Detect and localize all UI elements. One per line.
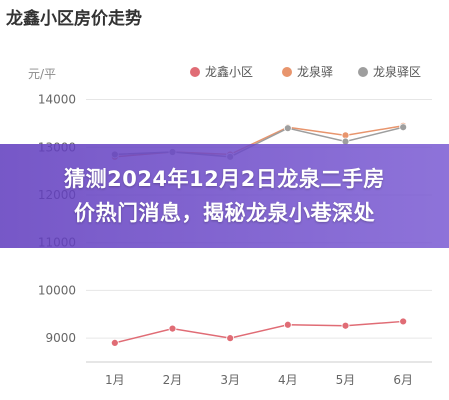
data-point	[110, 339, 119, 347]
data-point	[226, 334, 235, 343]
headline-line-2: 价热门消息，揭秘龙泉小巷深处	[74, 201, 375, 225]
data-point	[283, 124, 292, 133]
x-tick-label: 3月	[220, 373, 240, 387]
legend-item[interactable]: 龙泉驿区	[358, 65, 421, 79]
series-line	[114, 320, 404, 344]
data-point	[399, 317, 408, 326]
legend-item[interactable]: 龙鑫小区	[190, 64, 253, 79]
x-tick-label: 1月	[105, 373, 125, 387]
y-tick-label: 10000	[38, 283, 76, 297]
x-tick-label: 4月	[278, 373, 298, 387]
x-tick-label: 5月	[336, 373, 356, 387]
x-tick-label: 6月	[393, 373, 413, 387]
data-point	[399, 123, 408, 132]
series-group	[110, 317, 408, 347]
legend-marker	[190, 67, 200, 77]
legend-label: 龙泉驿	[297, 65, 333, 79]
data-point	[283, 320, 292, 329]
y-axis-unit: 元/平	[28, 67, 56, 81]
data-point	[341, 321, 350, 330]
legend-label: 龙泉驿区	[373, 65, 421, 79]
headline-banner[interactable]: 猜测2024年12月2日龙泉二手房 价热门消息，揭秘龙泉小巷深处	[0, 144, 449, 248]
legend-marker	[358, 67, 368, 77]
data-point	[168, 324, 177, 333]
chart-legend[interactable]: 龙鑫小区 龙泉驿 龙泉驿区	[190, 64, 421, 79]
legend-marker	[282, 67, 292, 77]
headline-line-1: 猜测2024年12月2日龙泉二手房	[64, 167, 385, 191]
legend-label: 龙鑫小区	[205, 64, 253, 79]
chart-title: 龙鑫小区房价走势	[5, 8, 142, 29]
y-tick-label: 9000	[45, 331, 76, 345]
x-axis-ticks: 1月 2月 3月 4月 5月 6月	[105, 373, 413, 387]
y-tick-label: 14000	[38, 93, 76, 107]
legend-item[interactable]: 龙泉驿	[282, 65, 333, 79]
x-tick-label: 2月	[163, 373, 183, 387]
